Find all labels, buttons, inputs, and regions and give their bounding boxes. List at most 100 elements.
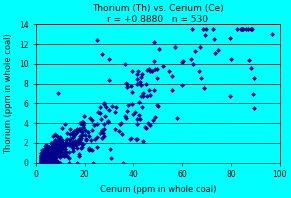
Point [39,161,44,164]
Point [56,141,61,144]
Point [109,157,113,160]
Point [52,149,57,152]
Point [47,148,51,151]
Point [50,153,55,156]
Point [61,151,65,154]
Point [46,161,51,164]
Point [51,154,56,158]
Point [72,132,77,136]
Point [46,158,50,161]
Point [59,153,64,156]
Point [42,157,46,160]
Point [63,152,68,156]
Point [74,161,79,164]
Point [140,95,145,98]
Point [43,159,48,162]
Point [49,154,53,157]
Point [180,83,184,86]
Point [49,150,54,153]
Point [173,46,177,49]
Point [74,127,79,130]
Point [197,69,202,72]
Point [197,45,202,48]
Point [136,100,141,104]
Point [62,147,67,150]
Point [48,150,52,153]
Point [41,158,46,161]
Point [76,140,81,143]
Point [151,89,156,92]
Point [45,152,49,155]
Point [53,155,58,158]
Point [95,110,100,114]
Point [212,37,217,41]
Point [95,136,99,139]
Point [44,161,49,164]
Point [72,143,76,147]
Point [270,33,275,36]
Point [246,28,251,31]
Point [52,144,56,147]
Point [60,145,65,148]
Point [68,133,72,136]
Point [59,140,64,143]
Point [52,140,57,144]
Point [63,145,67,148]
Point [62,155,66,158]
Point [108,148,113,151]
Point [147,124,152,127]
Point [53,157,58,160]
Point [86,135,91,138]
Point [49,155,54,158]
Point [154,103,159,106]
Point [156,104,161,107]
Point [45,155,50,158]
Point [40,159,45,162]
Point [44,154,48,157]
Point [44,159,49,162]
Point [78,146,83,149]
Point [52,146,57,149]
Point [42,158,46,161]
Point [49,161,54,164]
Point [40,161,45,164]
Point [94,123,99,126]
Point [50,154,54,157]
Point [76,154,81,157]
Point [40,158,45,161]
Point [43,153,47,156]
Point [47,150,51,154]
Point [43,152,48,155]
Point [52,150,56,153]
Point [60,138,65,141]
Point [45,152,50,156]
Point [249,28,254,31]
Point [45,147,50,150]
Point [45,154,49,157]
Point [79,136,84,140]
Point [45,150,49,153]
Point [147,68,151,71]
Point [53,159,58,162]
Point [60,148,65,151]
Point [44,154,48,157]
Point [72,142,77,145]
Point [129,136,134,140]
Point [71,135,76,139]
Point [51,149,56,152]
Point [70,147,75,150]
Point [45,146,49,149]
Point [42,161,46,164]
Point [49,161,53,164]
Point [77,139,82,142]
Point [41,152,46,156]
Point [43,155,48,159]
Point [105,121,110,124]
Point [39,156,44,159]
Point [42,155,47,158]
Point [47,155,52,158]
Point [44,145,48,148]
Point [110,105,115,108]
Point [42,154,47,157]
Point [107,79,111,82]
